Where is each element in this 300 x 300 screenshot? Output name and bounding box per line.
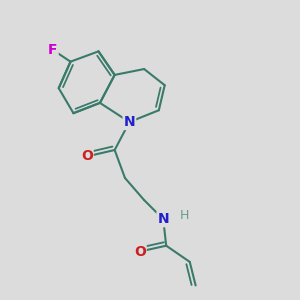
Text: N: N bbox=[158, 212, 169, 226]
Text: O: O bbox=[81, 149, 93, 164]
Text: F: F bbox=[48, 43, 58, 57]
Text: O: O bbox=[134, 244, 146, 259]
Text: H: H bbox=[180, 209, 189, 222]
Text: N: N bbox=[124, 115, 135, 129]
